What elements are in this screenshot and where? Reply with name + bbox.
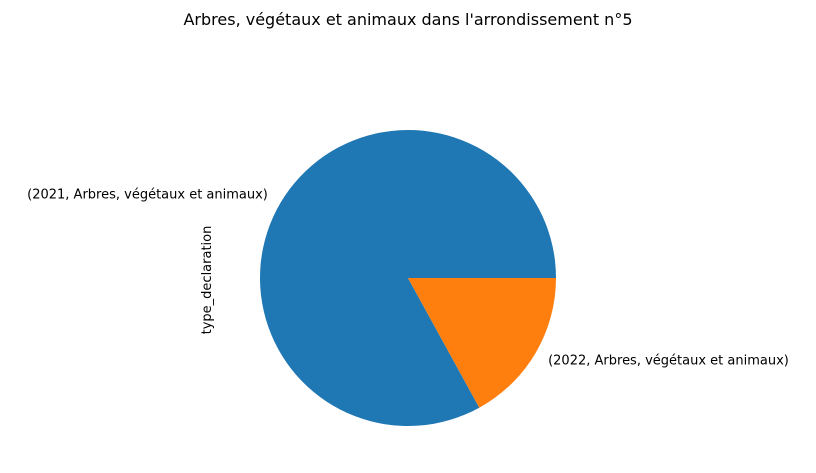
pie-slice-1 (260, 129, 556, 426)
y-axis-label: type_declaration (200, 226, 215, 335)
pie-slice-2 (408, 278, 556, 408)
slice-label-2: (2022, Arbres, végétaux et animaux) (548, 353, 789, 368)
chart-title: Arbres, végétaux et animaux dans l'arron… (183, 10, 632, 29)
slice-labels: (2021, Arbres, végétaux et animaux) (2022… (27, 188, 789, 369)
slice-label-1: (2021, Arbres, végétaux et animaux) (27, 188, 268, 203)
pie-slices (260, 129, 556, 426)
